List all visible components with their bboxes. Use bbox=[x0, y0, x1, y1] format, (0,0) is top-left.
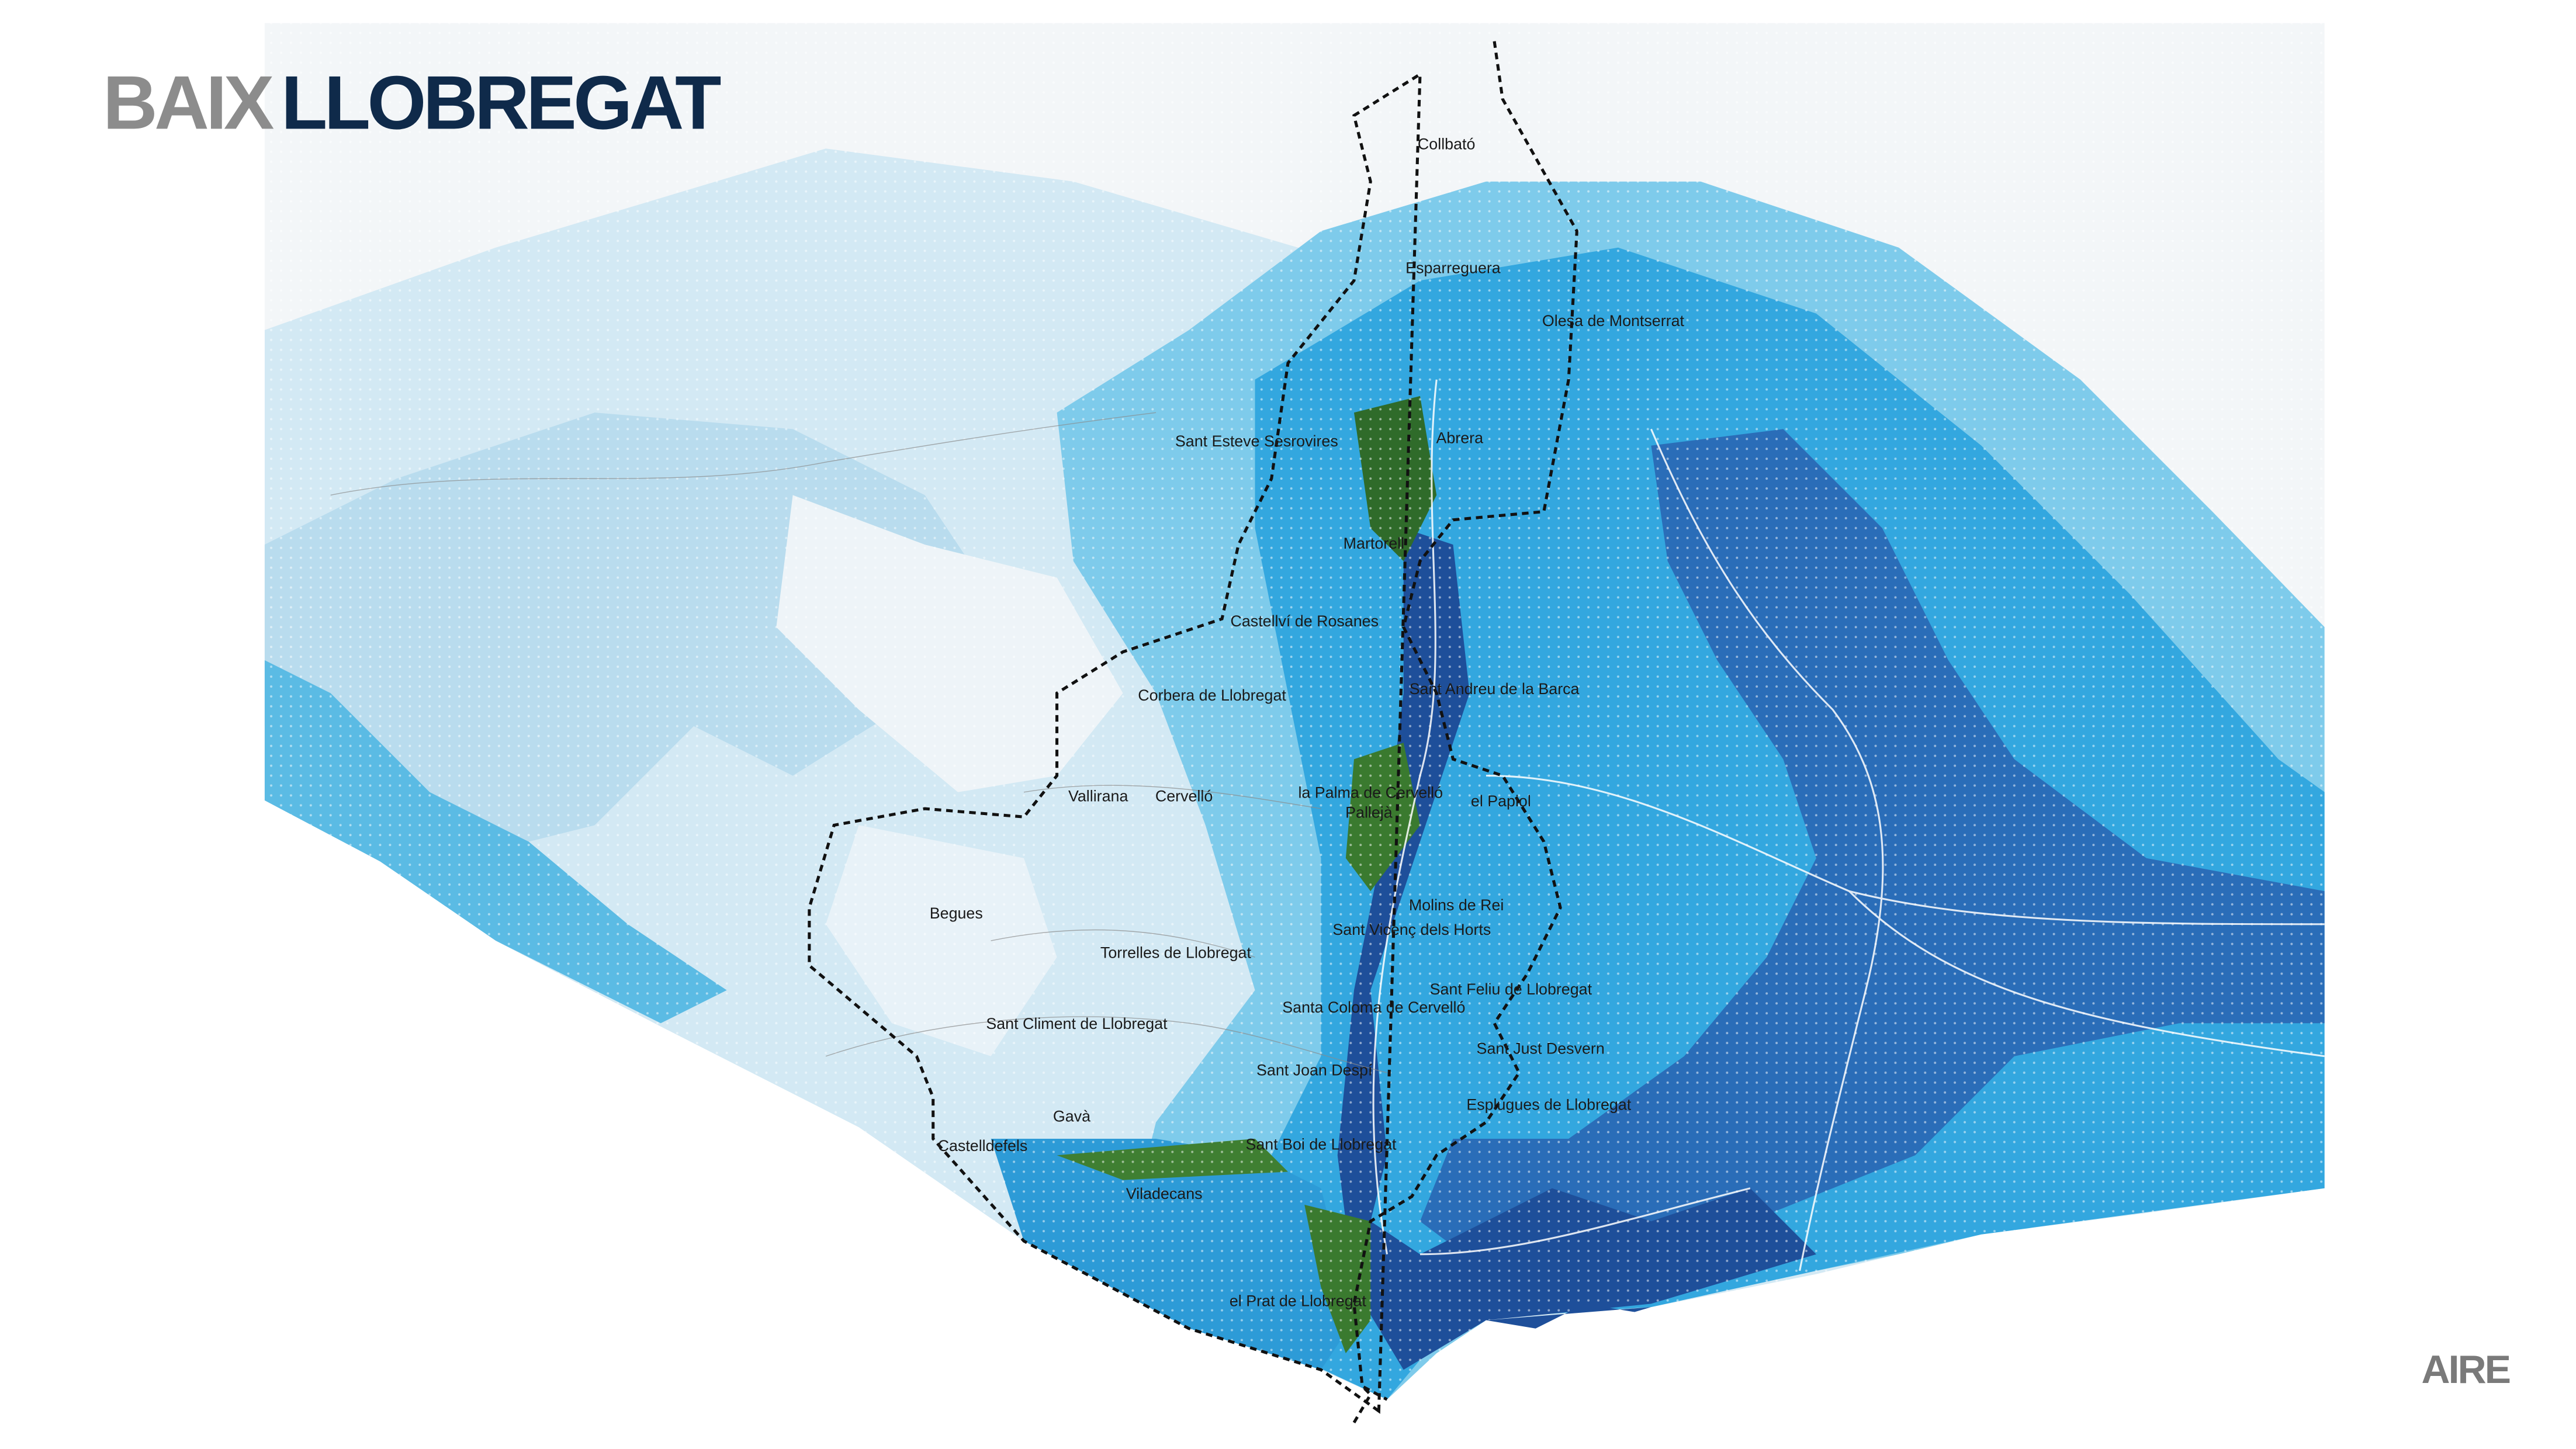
town-label: Sant Climent de Llobregat bbox=[986, 1015, 1168, 1032]
town-label: Sant Esteve Sesrovires bbox=[1175, 432, 1338, 450]
town-label: Sant Vicenç dels Horts bbox=[1332, 921, 1491, 938]
town-label: Sant Joan Despí bbox=[1256, 1061, 1373, 1079]
town-label: Esparreguera bbox=[1405, 259, 1501, 277]
town-label: Molins de Rei bbox=[1409, 896, 1504, 914]
town-label: Martorell bbox=[1344, 535, 1404, 552]
town-label: Castellví de Rosanes bbox=[1230, 612, 1379, 630]
town-label: la Palma de Cervelló bbox=[1298, 784, 1443, 802]
town-label: Viladecans bbox=[1126, 1185, 1203, 1202]
town-label: Santa Coloma de Cervelló bbox=[1282, 999, 1465, 1016]
town-label: Olesa de Montserrat bbox=[1542, 312, 1685, 330]
town-label: Collbató bbox=[1418, 136, 1475, 153]
district-boundary bbox=[808, 41, 1578, 1424]
town-label: Esplugues de Llobregat bbox=[1466, 1096, 1631, 1114]
town-label: Abrera bbox=[1436, 429, 1483, 446]
layer-label: AIRE bbox=[2422, 1348, 2510, 1392]
town-label: el Prat de Llobregat bbox=[1230, 1292, 1367, 1310]
town-label: Gavà bbox=[1053, 1107, 1090, 1125]
town-labels: Collbató Esparreguera Olesa de Montserrat S… bbox=[930, 136, 1685, 1310]
town-label: Sant Andreu de la Barca bbox=[1410, 680, 1580, 698]
town-label: Sant Just Desvern bbox=[1477, 1040, 1605, 1058]
town-label: el Papiol bbox=[1471, 792, 1531, 810]
town-label: Pallejà bbox=[1345, 804, 1393, 821]
town-label: Vallirana bbox=[1068, 787, 1128, 805]
town-label: Castelldefels bbox=[938, 1137, 1028, 1155]
town-label: Torrelles de Llobregat bbox=[1100, 944, 1252, 962]
town-label: Cervelló bbox=[1155, 787, 1213, 805]
town-label: Begues bbox=[930, 904, 983, 922]
air-quality-layer bbox=[264, 23, 2325, 1400]
town-label: Sant Feliu de Llobregat bbox=[1430, 980, 1592, 998]
town-label: Corbera de Llobregat bbox=[1138, 687, 1286, 704]
town-label: Sant Boi de Llobregat bbox=[1245, 1135, 1397, 1153]
title-second: LLOBREGAT bbox=[281, 60, 721, 145]
title-first: BAIX bbox=[103, 60, 274, 145]
